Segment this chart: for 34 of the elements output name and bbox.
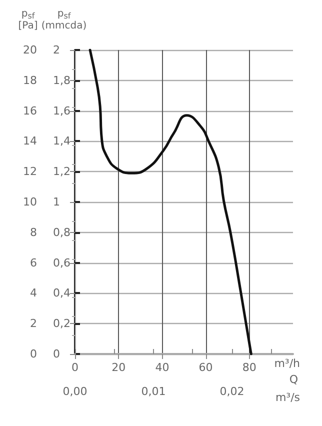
- y-tick-label: 16: [23, 104, 37, 118]
- y2-tick-label: 0,2: [53, 317, 70, 330]
- y-tick-label: 20: [23, 44, 37, 56]
- y2-tick-label: 1,2: [53, 165, 70, 178]
- text: Q: [289, 373, 298, 386]
- y2-tick-label: 0: [53, 348, 60, 360]
- y-tick-label: 10: [23, 196, 37, 208]
- y2-tick-label: 0,8: [53, 226, 70, 239]
- x-tick-label: 80: [242, 361, 256, 374]
- y-tick-label: 12: [23, 165, 37, 178]
- x2-axis-title: m³/s: [275, 391, 300, 404]
- y2-tick-label: 1: [53, 196, 60, 208]
- y2-tick-label: 1,6: [53, 104, 70, 118]
- y-tick-label: 0: [30, 348, 37, 360]
- y2-tick-label: 1,8: [53, 74, 70, 87]
- y-tick-label: 14: [23, 134, 37, 148]
- y-tick-label: 2: [30, 317, 37, 330]
- y-tick-label: 8: [30, 226, 37, 239]
- y-tick-label: 18: [23, 74, 37, 87]
- x-tick-label: 20: [112, 361, 126, 374]
- x2-tick-label: 0,01: [141, 385, 166, 398]
- x-tick-label: 40: [155, 361, 170, 374]
- y2-tick-label: 1,4: [53, 134, 70, 148]
- x-axis-title: m³/h: [274, 357, 300, 370]
- x-tick-label: 0: [72, 361, 78, 374]
- x2-tick-label: 0,00: [62, 385, 88, 398]
- x-tick-label: 60: [198, 361, 213, 374]
- y2-tick-label: 0,6: [53, 256, 70, 270]
- y-tick-label: 4: [30, 286, 37, 300]
- y2-tick-label: 2: [53, 44, 60, 56]
- y-tick-label: 6: [30, 256, 37, 270]
- line-series: [88, 48, 252, 356]
- y2-tick-label: 0,4: [53, 286, 70, 300]
- x2-tick-label: 0,02: [220, 385, 244, 398]
